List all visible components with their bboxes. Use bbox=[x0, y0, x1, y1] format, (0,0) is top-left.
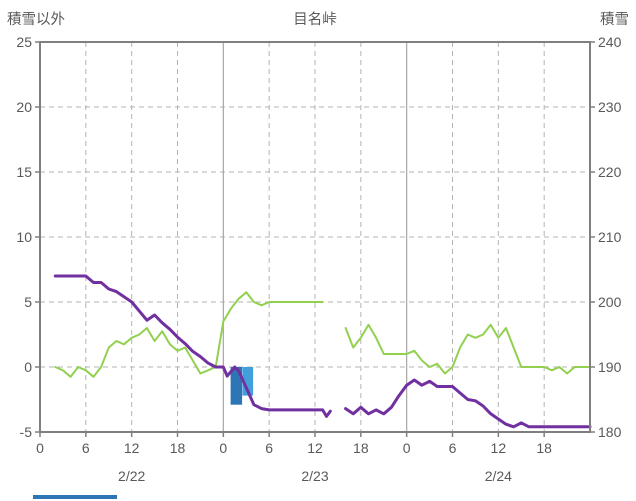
left-axis-title: 積雪以外 bbox=[7, 12, 65, 28]
left-tick-label: 10 bbox=[16, 229, 32, 245]
x-tick-label: 12 bbox=[491, 440, 507, 456]
x-tick-label: 0 bbox=[219, 440, 227, 456]
x-tick-label: 6 bbox=[265, 440, 273, 456]
right-tick-label: 190 bbox=[598, 359, 622, 375]
x-tick-label: 0 bbox=[36, 440, 44, 456]
x-tick-label: 0 bbox=[403, 440, 411, 456]
x-tick-label: 18 bbox=[353, 440, 369, 456]
purple-line bbox=[53, 274, 592, 429]
right-tick-label: 180 bbox=[598, 424, 622, 440]
right-tick-label: 210 bbox=[598, 229, 622, 245]
left-tick-label: 25 bbox=[16, 34, 32, 50]
left-tick-label: 0 bbox=[24, 359, 32, 375]
chart-title: 目名峠 bbox=[293, 12, 337, 28]
right-tick-label: 220 bbox=[598, 164, 622, 180]
right-tick-label: 230 bbox=[598, 99, 622, 115]
x-tick-label: 6 bbox=[82, 440, 90, 456]
right-axis-title: 積雪 bbox=[600, 12, 629, 28]
bar-dark-blue bbox=[230, 367, 243, 405]
plot-border bbox=[39, 41, 591, 433]
date-label: 2/24 bbox=[485, 468, 512, 484]
green-line bbox=[54, 291, 591, 378]
left-tick-label: -5 bbox=[20, 424, 33, 440]
bottom-accent-line bbox=[33, 495, 117, 499]
x-tick-label: 6 bbox=[449, 440, 457, 456]
x-tick-label: 18 bbox=[536, 440, 552, 456]
left-tick-label: 15 bbox=[16, 164, 32, 180]
date-label: 2/22 bbox=[118, 468, 145, 484]
bar-light-blue bbox=[242, 367, 254, 396]
left-tick-label: 20 bbox=[16, 99, 32, 115]
right-tick-label: 240 bbox=[598, 34, 622, 50]
x-tick-label: 18 bbox=[170, 440, 186, 456]
x-tick-label: 12 bbox=[307, 440, 323, 456]
date-label: 2/23 bbox=[301, 468, 328, 484]
x-tick-label: 12 bbox=[124, 440, 140, 456]
left-tick-label: 5 bbox=[24, 294, 32, 310]
right-tick-label: 200 bbox=[598, 294, 622, 310]
